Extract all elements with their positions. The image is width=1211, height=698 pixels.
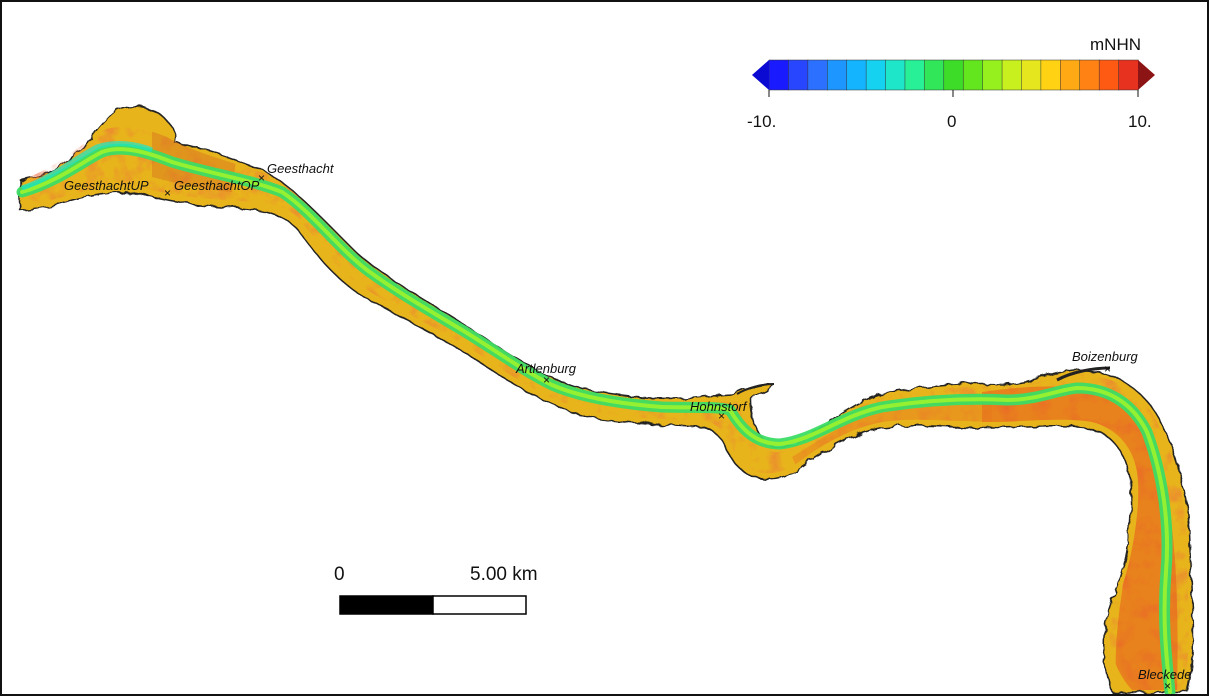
place-artlenburg: × Artlenburg bbox=[515, 361, 577, 387]
marker-icon: × bbox=[258, 171, 265, 185]
legend-swatch bbox=[962, 59, 984, 91]
legend-colorbar bbox=[752, 59, 1155, 97]
place-label: Hohnstorf bbox=[690, 399, 748, 414]
marker-icon: × bbox=[718, 409, 725, 423]
marker-icon: × bbox=[1164, 679, 1171, 693]
place-geesthacht: × Geesthacht bbox=[258, 161, 335, 185]
legend-swatch bbox=[807, 59, 828, 91]
place-geesthachtop: × GeesthachtOP bbox=[164, 178, 260, 200]
thalweg bbox=[20, 147, 1172, 694]
legend-swatch bbox=[827, 59, 848, 91]
place-label: Artlenburg bbox=[515, 361, 577, 376]
place-markers: GeesthachtUP × GeesthachtOP × Geesthacht… bbox=[64, 161, 1191, 693]
legend-over-arrow bbox=[1138, 60, 1155, 90]
legend-swatch bbox=[1060, 59, 1081, 91]
legend-swatch bbox=[924, 59, 945, 91]
legend-max-label: 10. bbox=[1128, 112, 1152, 131]
legend-swatch bbox=[943, 59, 964, 91]
scale-zero-label: 0 bbox=[334, 564, 345, 585]
marker-icon: × bbox=[1104, 362, 1111, 376]
legend-swatch bbox=[846, 59, 867, 91]
legend-swatch bbox=[788, 59, 809, 91]
legend-unit: mNHN bbox=[1090, 35, 1141, 54]
place-bleckede: × Bleckede bbox=[1138, 667, 1191, 693]
legend-swatch bbox=[1040, 59, 1061, 91]
place-geesthachtup: GeesthachtUP bbox=[64, 178, 149, 193]
place-label: GeesthachtUP bbox=[64, 178, 149, 193]
place-hohnstorf: × Hohnstorf bbox=[690, 399, 748, 423]
place-label: GeesthachtOP bbox=[174, 178, 260, 193]
legend-swatch bbox=[1098, 59, 1120, 91]
color-legend: mNHN -10. 0 10. bbox=[747, 35, 1155, 131]
legend-swatch bbox=[904, 59, 926, 91]
legend-swatch bbox=[1021, 59, 1042, 91]
legend-mid-label: 0 bbox=[947, 112, 956, 131]
marker-icon: × bbox=[164, 186, 171, 200]
legend-swatch bbox=[885, 59, 906, 91]
scale-bar: 0 5.00 km bbox=[334, 564, 538, 615]
scale-segment-filled bbox=[339, 595, 434, 615]
legend-swatch bbox=[1079, 59, 1100, 91]
legend-min-label: -10. bbox=[747, 112, 776, 131]
place-boizenburg: × Boizenburg bbox=[1072, 349, 1139, 376]
legend-swatch bbox=[1001, 59, 1023, 91]
legend-swatch bbox=[768, 59, 790, 91]
legend-swatch bbox=[865, 59, 887, 91]
legend-under-arrow bbox=[752, 60, 769, 90]
place-label: Boizenburg bbox=[1072, 349, 1139, 364]
legend-swatch bbox=[1118, 59, 1139, 91]
legend-swatch bbox=[982, 59, 1003, 91]
marker-icon: × bbox=[543, 373, 550, 387]
scale-segment-empty bbox=[432, 595, 527, 615]
place-label: Bleckede bbox=[1138, 667, 1191, 682]
scale-distance-label: 5.00 km bbox=[470, 564, 538, 585]
place-label: Geesthacht bbox=[267, 161, 335, 176]
